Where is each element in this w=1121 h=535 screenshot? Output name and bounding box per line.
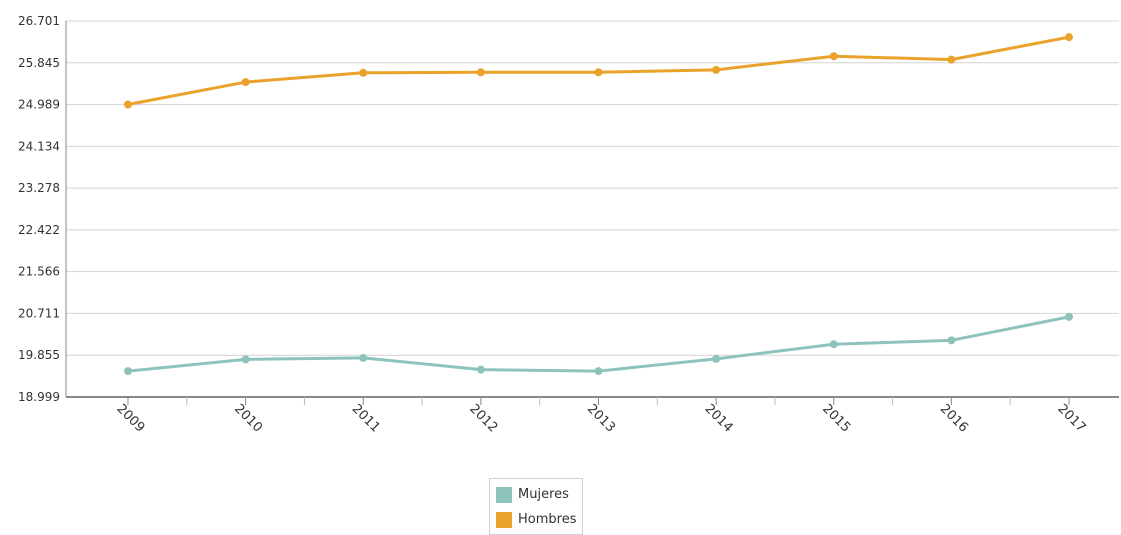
legend-swatch-mujeres bbox=[496, 486, 512, 503]
y-axis-ticks: 18.999 19.855 20.711 21.566 22.422 23.278 24.1… bbox=[18, 14, 60, 404]
data-point-hombres[interactable] bbox=[712, 65, 721, 74]
gridlines bbox=[66, 20, 1119, 356]
series-line-mujeres bbox=[127, 315, 1070, 373]
data-point-mujeres[interactable] bbox=[476, 365, 485, 374]
data-point-mujeres[interactable] bbox=[829, 340, 838, 349]
data-point-mujeres[interactable] bbox=[712, 354, 721, 363]
x-tick-label: 2014 bbox=[702, 402, 736, 436]
legend-item-hombres[interactable]: Hombres bbox=[496, 507, 576, 532]
y-tick-label: 25.845 bbox=[18, 56, 60, 70]
y-tick-label: 18.999 bbox=[18, 390, 60, 404]
x-tick-label: 2009 bbox=[113, 402, 147, 436]
data-point-mujeres[interactable] bbox=[947, 336, 956, 345]
y-tick-label: 20.711 bbox=[18, 306, 60, 320]
x-tick-label: 2011 bbox=[349, 402, 383, 436]
x-tick-label: 2017 bbox=[1054, 402, 1088, 436]
data-point-hombres[interactable] bbox=[359, 68, 368, 77]
x-tick-label: 2012 bbox=[466, 402, 500, 436]
axes bbox=[65, 21, 1119, 398]
y-tick-label: 23.278 bbox=[18, 181, 60, 195]
y-tick-label: 24.134 bbox=[18, 139, 60, 153]
legend-label-mujeres: Mujeres bbox=[518, 487, 569, 502]
y-tick-label: 22.422 bbox=[18, 223, 60, 237]
data-point-mujeres[interactable] bbox=[1065, 312, 1073, 321]
x-tick-label: 2010 bbox=[231, 402, 265, 436]
line-chart: 18.999 19.855 20.711 21.566 22.422 23.278 24.1… bbox=[18, 14, 1119, 436]
x-tick-label: 2013 bbox=[584, 402, 618, 436]
data-point-mujeres[interactable] bbox=[241, 355, 250, 364]
y-tick-label: 24.989 bbox=[18, 98, 60, 112]
legend-item-mujeres[interactable]: Mujeres bbox=[496, 482, 576, 507]
data-point-mujeres[interactable] bbox=[124, 367, 132, 376]
y-tick-label: 19.855 bbox=[18, 348, 60, 362]
y-tick-label: 21.566 bbox=[18, 265, 60, 279]
data-point-hombres[interactable] bbox=[476, 68, 485, 77]
series-lines bbox=[124, 33, 1073, 376]
data-point-hombres[interactable] bbox=[241, 78, 250, 87]
y-tick-label: 26.701 bbox=[18, 14, 60, 28]
x-axis-ticks: 2009 2010 2011 2012 2013 2014 2015 2016 2017 bbox=[113, 397, 1088, 436]
data-point-mujeres[interactable] bbox=[594, 367, 603, 376]
legend-label-hombres: Hombres bbox=[518, 512, 577, 527]
data-point-hombres[interactable] bbox=[947, 55, 956, 64]
data-point-hombres[interactable] bbox=[124, 100, 132, 109]
legend-swatch-hombres bbox=[496, 511, 512, 528]
x-tick-label: 2016 bbox=[937, 402, 971, 436]
data-point-hombres[interactable] bbox=[829, 52, 838, 61]
data-point-hombres[interactable] bbox=[594, 68, 603, 77]
data-point-hombres[interactable] bbox=[1065, 33, 1073, 42]
chart-legend: Mujeres Hombres bbox=[489, 478, 584, 535]
data-point-mujeres[interactable] bbox=[359, 353, 368, 362]
x-tick-label: 2015 bbox=[819, 402, 853, 436]
